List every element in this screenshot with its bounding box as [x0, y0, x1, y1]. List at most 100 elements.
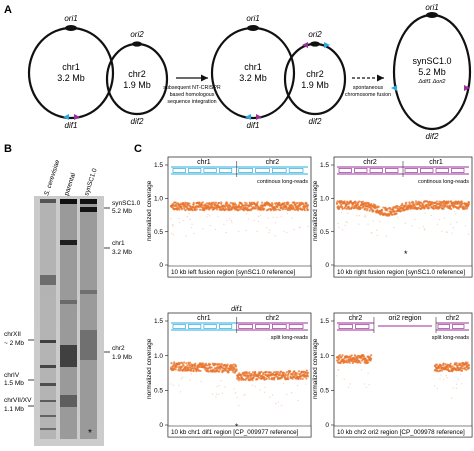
- coverage-subplot-1: 1.5 1.0 0.5 0 normalized coverage chr1 chr2 con…: [146, 156, 312, 278]
- dif2-label: dif2: [131, 117, 144, 126]
- region-label-chr2: chr2: [266, 159, 280, 166]
- region-label-chr1: chr1: [197, 159, 211, 166]
- marker-chrvii-size: 1.1 Mb: [4, 406, 24, 413]
- gel-star: *: [88, 428, 92, 439]
- ytick-label: 0: [325, 422, 329, 429]
- subplot-caption: 10 kb chr2 ori2 region [CP_009978 refere…: [337, 429, 465, 436]
- ylabel: normalized coverage: [146, 180, 153, 241]
- ori1-marker: [65, 25, 77, 31]
- marker-chriv-name: chrIV: [4, 372, 20, 379]
- ori1-label: ori1: [64, 14, 77, 23]
- synsc-purple-arrow: [464, 85, 470, 91]
- dif1-purple-arrow-2: [256, 114, 262, 120]
- chr1-size: 3.2 Mb: [57, 73, 85, 83]
- region-label-chr2: chr2: [363, 159, 377, 166]
- read-type-label: continous long-reads: [257, 179, 308, 185]
- modified-chr2-diagram: ori2 chr2 1.9 Mb dif2: [283, 30, 347, 126]
- lane-parental: [60, 199, 77, 439]
- ytick-label: 0.5: [154, 229, 163, 236]
- chr1-label-2: chr1: [244, 62, 262, 72]
- chr1-size-2: 3.2 Mb: [239, 73, 267, 83]
- chr2-size-2: 1.9 Mb: [301, 80, 329, 90]
- marker-chr2-name: chr2: [112, 345, 125, 352]
- coverage-trace: [169, 361, 310, 407]
- chr2-label-2: chr2: [306, 69, 324, 79]
- dif1-cyan-arrow-2: [245, 114, 251, 120]
- marker-chrxii-size: ~ 2 Mb: [4, 340, 24, 347]
- marker-chr1-name: chr1: [112, 240, 125, 247]
- pfge-gel-image: *: [34, 196, 104, 446]
- panel-label-a: A: [4, 4, 12, 16]
- synsc-chromosome-diagram: ori1 synSC1.0 5.2 Mb Δdif1 Δori2 dif2: [392, 3, 472, 141]
- marker-chr2-size: 1.9 Mb: [112, 354, 132, 361]
- ylabel: normalized coverage: [312, 180, 319, 241]
- step1-arrow: subsequent NT-CRISPR based homologous se…: [163, 74, 221, 105]
- coverage-subplot-2: 1.5 1.0 0.5 0 normalized coverage chr2 chr1 con…: [312, 156, 473, 278]
- coverage-trace: [335, 199, 471, 237]
- subplot-caption: 10 kb chr1 dif1 region [CP_009977 refere…: [171, 429, 299, 436]
- subplot-caption: 10 kb left fusion region [synSC1.0 refer…: [171, 269, 296, 276]
- marker-synsc-size: 5.2 Mb: [112, 208, 132, 215]
- synsc-label: synSC1.0: [412, 56, 451, 66]
- coverage-subplot-3: 1.5 1.0 0.5 0 normalized coverage chr1 chr2 dif…: [146, 306, 312, 438]
- coverage-plots: 1.5 1.0 0.5 0 normalized coverage chr1 chr2 con…: [146, 156, 473, 438]
- lane-synsc: [80, 199, 97, 439]
- region-label-chr1: chr1: [197, 315, 211, 322]
- marker-chrvii-name: chrVII/XV: [4, 397, 32, 404]
- ori2-purple-arrow: [302, 42, 308, 48]
- panel-label-c: C: [134, 143, 142, 155]
- ytick-label: 1.5: [320, 318, 329, 325]
- read-type-label: continous long-reads: [418, 179, 469, 185]
- dif1-top-label: dif1: [231, 306, 242, 313]
- chr2-size: 1.9 Mb: [123, 80, 151, 90]
- ytick-label: 1.0: [154, 353, 163, 360]
- read-type-label: split long-reads: [432, 335, 470, 341]
- dif2-label-2: dif2: [309, 117, 322, 126]
- ytick-label: 0.5: [320, 388, 329, 395]
- chr2-label: chr2: [128, 69, 146, 79]
- ori1-label-2: ori1: [246, 14, 259, 23]
- region-label-chr2: chr2: [349, 315, 363, 322]
- ytick-label: 1.5: [154, 162, 163, 169]
- step1-line-3: sequence integration: [167, 99, 216, 105]
- ytick-label: 0: [325, 262, 329, 269]
- region-label-chr2: chr2: [446, 315, 460, 322]
- region-label-ori2-region: ori2 region: [388, 315, 421, 322]
- dif1-label-2: dif1: [247, 121, 260, 130]
- ylabel: normalized coverage: [146, 338, 153, 399]
- ori2-cyan-arrow: [324, 42, 330, 48]
- region-label-chr1: chr1: [429, 159, 443, 166]
- ori2-label-2: ori2: [308, 30, 322, 39]
- coverage-subplot-4: 1.5 1.0 0.5 0 normalized coverage chr2 ori2 re…: [312, 312, 473, 438]
- dif2-label-3: dif2: [426, 132, 439, 141]
- step2-arrow: spontaneous chromosome fusion: [345, 74, 391, 98]
- ytick-label: 1.0: [320, 196, 329, 203]
- marker-synsc-name: synSC1.0: [112, 200, 141, 207]
- marker-chrxii-name: chrXII: [4, 331, 21, 338]
- dif1-cyan-arrow: [63, 114, 69, 120]
- modified-chr1-diagram: ori1 chr1 3.2 Mb dif1: [210, 14, 296, 130]
- synsc-cyan-arrow: [391, 85, 397, 91]
- marker-chr1-size: 3.2 Mb: [112, 249, 132, 256]
- ori2-label: ori2: [130, 30, 144, 39]
- synsc-size: 5.2 Mb: [418, 67, 446, 77]
- ytick-label: 1.5: [154, 318, 163, 325]
- ylabel: normalized coverage: [312, 338, 319, 399]
- region-label-chr2: chr2: [266, 315, 280, 322]
- dif1-purple-arrow: [74, 114, 80, 120]
- ytick-label: 0.5: [154, 388, 163, 395]
- step2-line-1: spontaneous: [353, 85, 384, 91]
- gel-left-markers: chrXII ~ 2 Mb chrIV 1.5 Mb chrVII/XV 1.1…: [4, 331, 34, 413]
- dif1-label: dif1: [65, 121, 78, 130]
- read-type-label: split long-reads: [271, 335, 309, 341]
- ori2-marker: [132, 41, 142, 47]
- panel-label-b: B: [4, 143, 12, 155]
- step2-line-2: chromosome fusion: [345, 92, 391, 98]
- ytick-label: 0.5: [320, 229, 329, 236]
- ytick-label: 1.0: [320, 353, 329, 360]
- gel-header: S. cerevisiae parental synSC1.0: [43, 159, 98, 197]
- coverage-trace: [335, 354, 471, 399]
- coverage-star: *: [404, 249, 408, 259]
- ytick-label: 0: [159, 262, 163, 269]
